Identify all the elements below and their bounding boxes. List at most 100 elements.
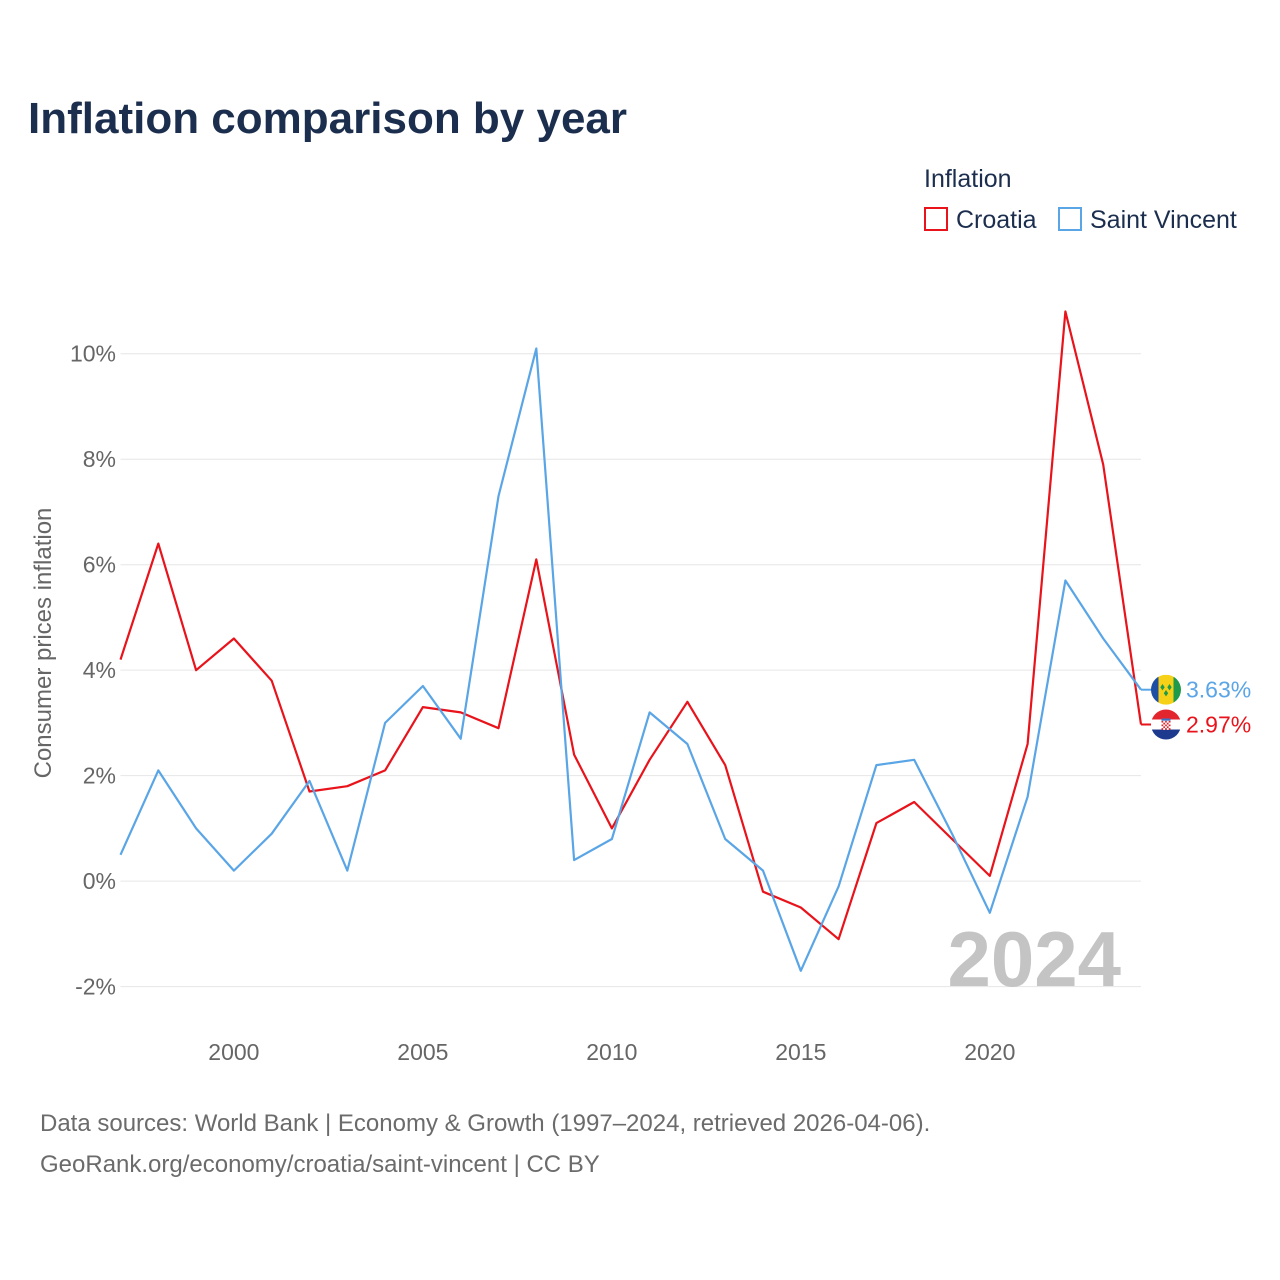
data-point-croatia-2022 [1062,309,1068,315]
legend-label-croatia: Croatia [956,206,1037,234]
flag-checker [1163,724,1166,727]
croatia-flag-icon [1151,709,1181,740]
footer-attribution: GeoRank.org/economy/croatia/saint-vincen… [40,1151,600,1178]
data-point-saint-vincent-2005 [420,683,426,689]
series-lines: 2.97% 3.63% [118,309,1251,974]
chart-title: Inflation comparison by year [28,94,627,143]
legend-swatch-croatia [924,207,948,231]
data-point-saint-vincent-2012 [684,741,690,747]
data-point-croatia-2012 [684,699,690,705]
data-point-croatia-2020 [987,873,993,879]
data-point-croatia-2008 [533,556,539,562]
saint-vincent-flag-icon [1151,674,1181,705]
data-point-croatia-2000 [231,636,237,642]
gridlines [120,353,1141,988]
y-axis-tick-labels: -2% 0% 2% 4% 6% 8% 10% [70,341,116,1000]
y-tick-label: 2% [83,763,116,789]
data-point-saint-vincent-2007 [495,493,501,499]
data-point-croatia-2003 [344,783,350,789]
data-point-saint-vincent-2020 [987,910,993,916]
flag-checker [1165,722,1167,725]
data-point-croatia-2014 [760,889,766,895]
data-point-croatia-1999 [193,667,199,673]
data-point-croatia-1997 [118,657,124,663]
flag-checker [1168,722,1171,725]
data-point-croatia-2023 [1100,461,1106,467]
data-point-croatia-1998 [155,541,161,547]
legend-item-saint-vincent: Saint Vincent [1058,206,1237,234]
y-axis-label: Consumer prices inflation [30,508,57,779]
flag-checker [1161,720,1164,723]
data-point-croatia-2002 [306,788,312,794]
data-point-saint-vincent-2001 [269,831,275,837]
data-point-saint-vincent-2023 [1100,636,1106,642]
data-point-croatia-2007 [495,725,501,731]
y-tick-label: 4% [83,657,116,683]
legend-swatch-saint-vincent [1058,207,1082,231]
legend-item-croatia: Croatia [924,206,1037,234]
data-point-croatia-2013 [722,762,728,768]
footer-sources: Data sources: World Bank | Economy & Gro… [40,1110,930,1137]
flag-checker [1165,724,1167,727]
saint-vincent-flag-icon-body [1151,674,1181,705]
data-point-saint-vincent-2002 [306,778,312,784]
flag-checker [1168,728,1171,730]
data-point-saint-vincent-2013 [722,836,728,842]
data-point-saint-vincent-2009 [571,857,577,863]
data-point-saint-vincent-1999 [193,825,199,831]
data-point-croatia-2018 [911,799,917,805]
flag-checker [1165,720,1167,723]
y-tick-label: 6% [83,552,116,578]
data-point-saint-vincent-2014 [760,868,766,874]
croatia-flag-icon-body [1151,709,1181,740]
data-point-saint-vincent-2003 [344,868,350,874]
y-tick-label: 0% [83,868,116,894]
data-point-saint-vincent-2004 [382,720,388,726]
legend: Inflation Croatia Saint Vincent [924,165,1237,234]
flag-stripe-blue [1151,674,1159,705]
x-tick-label: 2015 [775,1039,826,1065]
data-point-saint-vincent-2010 [609,836,615,842]
series-croatia: 2.97% [118,309,1251,942]
y-tick-label: 10% [70,341,116,367]
flag-checker [1168,726,1171,729]
flag-checker [1163,722,1166,725]
year-watermark: 2024 [947,915,1121,1003]
flag-stripe-green [1173,674,1181,705]
flag-checker [1163,728,1166,730]
series-line-saint-vincent [119,347,1142,972]
flag-checker [1166,726,1169,729]
data-point-croatia-2011 [647,757,653,763]
x-tick-label: 2020 [964,1039,1015,1065]
end-label-saint-vincent: 3.63% [1186,677,1251,703]
data-point-croatia-2009 [571,752,577,758]
data-point-saint-vincent-2022 [1062,578,1068,584]
data-point-croatia-2016 [836,936,842,942]
data-point-saint-vincent-2011 [647,709,653,715]
flag-crown [1161,718,1171,721]
data-point-croatia-2017 [873,820,879,826]
data-point-croatia-2005 [420,704,426,710]
data-point-saint-vincent-2000 [231,868,237,874]
data-point-saint-vincent-1998 [155,767,161,773]
flag-checker [1168,724,1171,727]
data-point-croatia-2006 [458,709,464,715]
data-point-saint-vincent-2016 [836,883,842,889]
flag-stripe-red [1151,709,1181,720]
data-point-croatia-2021 [1025,741,1031,747]
data-point-saint-vincent-2015 [798,968,804,974]
data-point-croatia-2001 [269,678,275,684]
series-line-croatia [119,310,1143,941]
x-axis-tick-labels: 2000 2005 2010 2015 2020 [208,1039,1015,1065]
x-tick-label: 2010 [586,1039,637,1065]
flag-checker [1166,724,1169,727]
flag-checker [1166,728,1169,730]
flag-checker [1161,728,1164,730]
flag-checker [1165,728,1167,730]
flag-checker [1161,722,1164,725]
data-point-saint-vincent-2018 [911,757,917,763]
data-point-saint-vincent-2019 [949,831,955,837]
legend-label-saint-vincent: Saint Vincent [1090,206,1237,234]
data-point-croatia-2015 [798,905,804,911]
